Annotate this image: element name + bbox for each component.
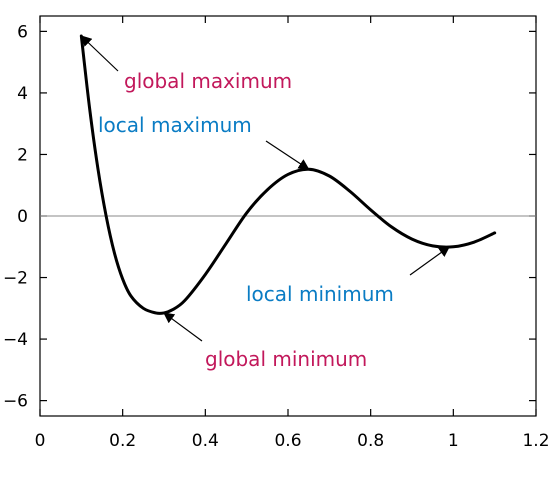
axis-tick-labels: 0 0.2 0.4 0.6 0.8 1 1.2 6 4 2 0 −2 −4 −6 [3, 22, 550, 451]
function-curve [79, 34, 497, 315]
x-tick-label: 0.4 [192, 431, 219, 451]
y-tick-label: 2 [17, 145, 28, 165]
y-tick-label: −4 [3, 330, 28, 350]
annotation-arrow [80, 35, 119, 72]
annotation-arrow [409, 246, 451, 276]
annotation-arrows [80, 35, 451, 342]
y-tick-label: −6 [3, 392, 28, 412]
y-tick-label: 0 [17, 207, 28, 227]
y-tick-label: 4 [17, 84, 28, 104]
x-tick-label: 1 [448, 431, 459, 451]
x-tick-label: 0.6 [274, 431, 301, 451]
x-tick-label: 0.8 [357, 431, 384, 451]
annotation-label: local minimum [246, 282, 394, 306]
annotation-arrow [163, 312, 203, 342]
annotation-arrow [265, 140, 310, 170]
annotation-label: global maximum [124, 69, 292, 93]
annotation-label: local maximum [98, 113, 252, 137]
annotation-labels: global maximum local maximum local minimum… [98, 69, 394, 371]
x-tick-label: 0.2 [109, 431, 136, 451]
x-tick-label: 0 [35, 431, 46, 451]
y-tick-label: 6 [17, 22, 28, 42]
x-tick-label: 1.2 [522, 431, 549, 451]
y-tick-label: −2 [3, 269, 28, 289]
annotation-label: global minimum [205, 347, 367, 371]
